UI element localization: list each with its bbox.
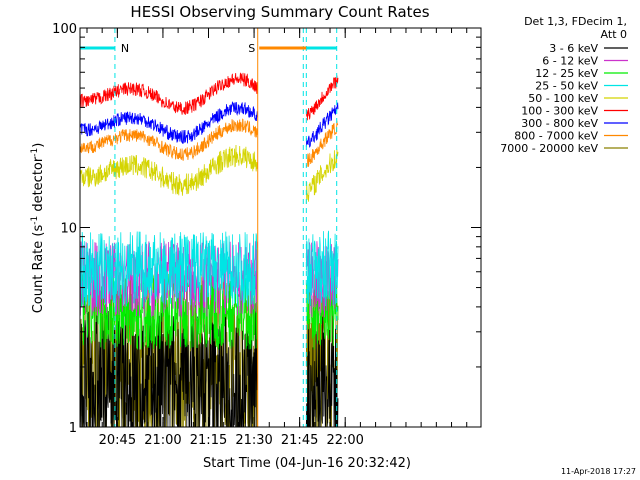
legend-header-line-2: Att 0 [601,28,627,41]
plot-data [79,72,339,428]
y-axis-label: Count Rate (s-1 detector-1) [30,143,46,314]
chart-title: HESSI Observing Summary Count Rates [130,3,429,21]
legend-label-3-6-kev: 3 - 6 keV [549,42,598,55]
x-axis-label: Start Time (04-Jun-16 20:32:42) [203,456,411,471]
x-tick-label: 21:45 [281,433,318,448]
series-line-300-800-kev [79,101,339,148]
y-tick-label: 1 [69,421,77,436]
y-tick-label: 100 [52,22,77,37]
x-tick-label: 21:15 [190,433,227,448]
series-line-800-7000-kev [79,118,339,167]
legend-label-7000-20000-kev: 7000 - 20000 keV [500,142,598,155]
legend-label-800-7000-kev: 800 - 7000 keV [514,130,598,143]
x-tick-label: 21:00 [144,433,181,448]
legend-label-50-100-kev: 50 - 100 keV [528,92,598,105]
annotation-label-n: N [121,42,129,55]
x-tick-label: 20:45 [99,433,136,448]
legend-label-100-300-kev: 100 - 300 keV [521,105,598,118]
series-line-3-6-kev [79,310,339,428]
x-tick-label: 22:00 [326,433,363,448]
x-tick-label: 21:30 [235,433,272,448]
legend-label-6-12-kev: 6 - 12 keV [542,55,598,68]
legend-header-line-1: Det 1,3, FDecim 1, [524,15,627,28]
series-line-50-100-kev [79,144,339,204]
axes: 20:45 21:00 21:15 21:30 21:45 22:00 1 10 100 [52,22,481,448]
series-line-25-50-kev [79,230,339,307]
legend-label-12-25-kev: 12 - 25 keV [535,67,598,80]
series-line-100-300-kev [79,72,339,121]
annotation-label-s: S [248,42,255,55]
legend-label-25-50-kev: 25 - 50 keV [535,80,598,93]
y-tick-label: 10 [60,222,77,237]
timestamp: 11-Apr-2018 17:27 [561,467,636,476]
legend-label-300-800-kev: 300 - 800 keV [521,117,598,130]
